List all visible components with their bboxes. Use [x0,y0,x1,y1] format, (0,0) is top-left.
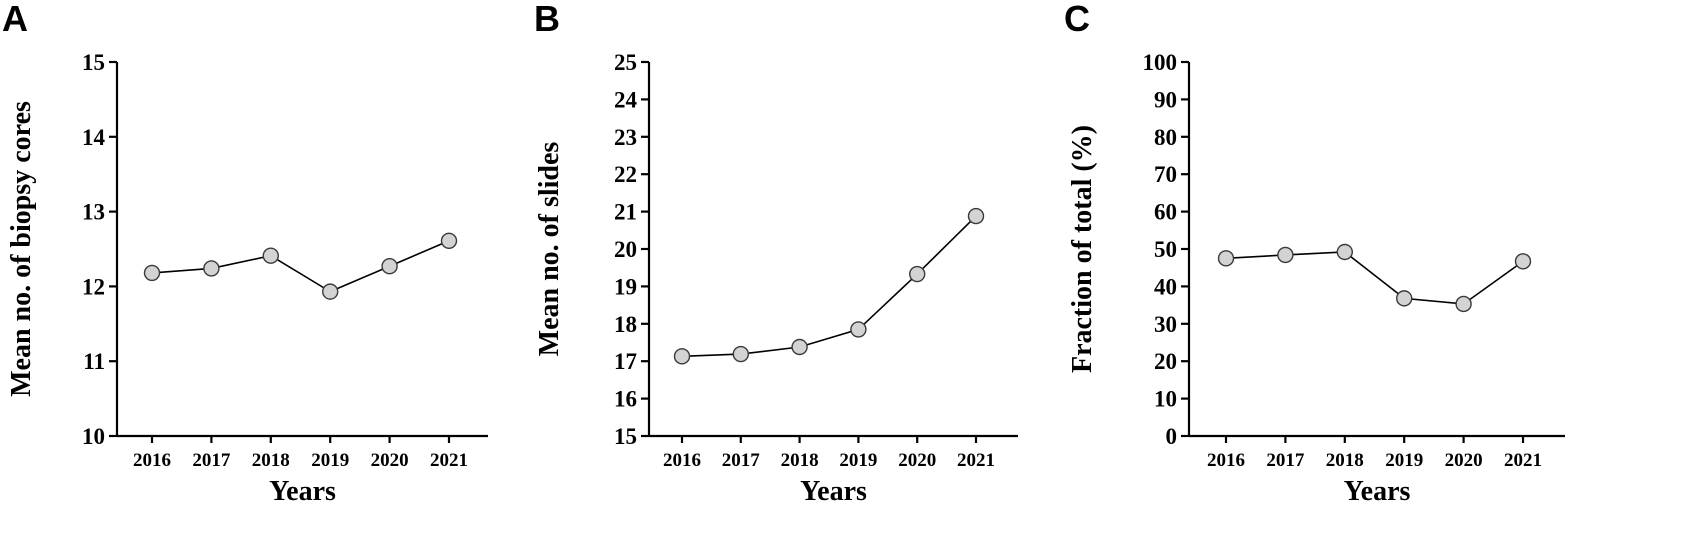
y-tick-label: 30 [1154,312,1177,337]
panel-letter: C [1064,0,1090,39]
data-point [440,232,458,249]
x-tick-label: 2019 [1385,450,1423,471]
y-axis-title: Mean no. of slides [534,142,565,357]
data-point [381,258,398,275]
x-tick-label: 2018 [252,450,290,471]
y-tick-label: 21 [614,200,637,225]
chart-panel-a: A 10 11 12 13 14 15 2016 2017 2018 2019 2020 2021 Yea… [2,0,488,507]
y-tick-label: 14 [82,125,106,150]
y-tick-label: 80 [1154,125,1177,150]
x-tick-label: 2017 [1266,450,1305,471]
x-tick-label: 2017 [192,450,231,471]
x-tick-label: 2018 [781,450,819,471]
x-tick-label: 2016 [1207,450,1245,471]
x-tick-label: 2019 [839,450,877,471]
x-tick-label: 2021 [430,450,468,471]
data-point [1455,295,1472,313]
data-point [791,338,808,356]
x-tick-label: 2020 [1445,450,1483,471]
y-tick-label: 15 [82,50,105,75]
y-tick-label: 25 [614,50,637,75]
y-tick-label: 18 [614,312,637,337]
x-tick-label: 2017 [722,450,761,471]
y-tick-label: 50 [1154,237,1177,262]
data-point [1336,243,1354,261]
data-point [262,247,279,264]
x-tick-label: 2016 [663,450,701,471]
data-point [850,321,867,338]
data-point [673,348,691,365]
series-line [681,215,977,358]
y-tick-label: 16 [614,387,637,412]
x-axis-title: Years [800,476,867,507]
data-point [1395,290,1413,307]
x-tick-label: 2020 [898,450,936,471]
y-tick-label: 24 [614,87,638,112]
x-tick-label: 2016 [133,450,171,471]
y-tick-label: 20 [614,237,637,262]
chart-panel-c: C 0 10 20 30 40 50 60 70 80 90 100 2016 2017 2018 2019 2… [1064,0,1565,507]
y-tick-label: 10 [82,424,105,449]
data-point [1514,253,1532,270]
x-axis-title: Years [1344,476,1411,507]
series-line [1225,251,1524,305]
data-point [1277,246,1294,264]
x-tick-label: 2019 [311,450,349,471]
y-tick-label: 90 [1154,87,1177,112]
data-point [322,283,339,300]
data-point [909,265,926,283]
y-axis-title: Fraction of total (%) [1067,125,1098,373]
y-tick-label: 17 [614,349,637,374]
y-tick-label: 22 [614,162,637,187]
y-tick-label: 60 [1154,200,1177,225]
data-point [143,264,161,282]
y-tick-label: 40 [1154,274,1177,299]
data-point [1217,250,1235,267]
x-tick-label: 2020 [371,450,409,471]
y-tick-label: 13 [82,200,105,225]
panel-letter: B [534,0,560,39]
x-tick-label: 2021 [1504,450,1542,471]
data-point [203,260,220,277]
data-point [967,207,985,225]
y-tick-label: 23 [614,125,637,150]
panel-letter: A [2,0,28,39]
data-point [732,345,749,363]
y-tick-label: 19 [614,274,637,299]
y-tick-label: 20 [1154,349,1177,374]
x-tick-label: 2018 [1326,450,1364,471]
x-tick-label: 2021 [957,450,995,471]
y-tick-label: 12 [82,274,105,299]
y-tick-label: 10 [1154,387,1177,412]
y-tick-label: 100 [1143,50,1178,75]
y-tick-label: 0 [1166,424,1178,449]
x-axis-title: Years [269,476,336,507]
y-axis-title: Mean no. of biopsy cores [6,101,37,397]
y-tick-label: 15 [614,424,637,449]
series-line [151,240,450,293]
y-tick-label: 70 [1154,162,1177,187]
y-tick-label: 11 [83,349,105,374]
